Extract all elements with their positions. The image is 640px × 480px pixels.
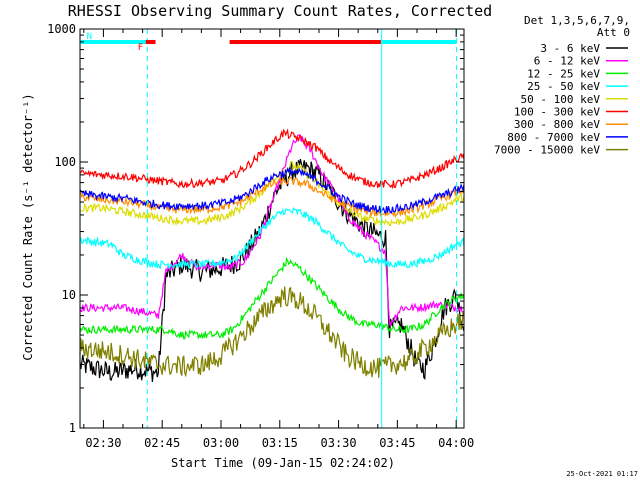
legend-header-line-1: Att 0 bbox=[597, 26, 630, 39]
legend-header-line-0: Det 1,3,5,6,7,9, bbox=[524, 14, 630, 27]
legend-label-4: 50 - 100 keV bbox=[521, 93, 601, 106]
y-tick-label-1: 10 bbox=[62, 288, 76, 302]
chart-title: RHESSI Observing Summary Count Rates, Co… bbox=[68, 2, 492, 20]
flag-label-0: N bbox=[87, 32, 92, 42]
x-tick-label-1: 02:45 bbox=[144, 436, 180, 450]
x-tick-label-3: 03:15 bbox=[262, 436, 298, 450]
series-line-4 bbox=[79, 160, 465, 227]
x-tick-label-5: 03:45 bbox=[379, 436, 415, 450]
legend-label-1: 6 - 12 keV bbox=[534, 55, 601, 68]
legend-header: Det 1,3,5,6,7,9,Att 0 bbox=[524, 14, 630, 39]
series-line-2 bbox=[79, 256, 465, 340]
series-line-8 bbox=[79, 286, 465, 378]
flag-label-1: F bbox=[138, 43, 143, 53]
plot-frame bbox=[79, 28, 465, 429]
x-axis-label: Start Time (09-Jan-15 02:24:02) bbox=[171, 456, 395, 470]
series-lines bbox=[79, 128, 465, 382]
series-line-7 bbox=[79, 166, 465, 215]
series-line-0 bbox=[79, 158, 465, 382]
series-line-3 bbox=[79, 206, 465, 270]
series-line-6 bbox=[79, 176, 465, 219]
legend-label-8: 7000 - 15000 keV bbox=[494, 144, 600, 157]
legend-label-5: 100 - 300 keV bbox=[514, 106, 600, 119]
y-axis-label: Corrected Count Rate (s⁻¹ detector⁻¹) bbox=[21, 93, 35, 360]
legend-label-7: 800 - 7000 keV bbox=[507, 131, 600, 144]
y-tick-label-2: 100 bbox=[54, 155, 76, 169]
y-tick-label-0: 1 bbox=[69, 421, 76, 435]
series-line-5 bbox=[79, 128, 465, 190]
footer-timestamp: 25-Oct-2021 01:17 bbox=[566, 470, 638, 478]
series-line-1 bbox=[79, 134, 465, 327]
legend-label-0: 3 - 6 keV bbox=[540, 42, 600, 55]
x-tick-label-0: 02:30 bbox=[85, 436, 121, 450]
legend-label-2: 12 - 25 keV bbox=[527, 67, 600, 80]
axis-ticks: 02:30 02:45 03:00 03:15 03:30 03:45 04:00 1 10 10… bbox=[47, 22, 474, 450]
x-tick-label-4: 03:30 bbox=[321, 436, 357, 450]
legend-label-6: 300 - 800 keV bbox=[514, 118, 600, 131]
x-tick-label-2: 03:00 bbox=[203, 436, 239, 450]
y-tick-label-3: 1000 bbox=[47, 22, 76, 36]
x-tick-label-6: 04:00 bbox=[438, 436, 474, 450]
legend-label-3: 25 - 50 keV bbox=[527, 80, 600, 93]
